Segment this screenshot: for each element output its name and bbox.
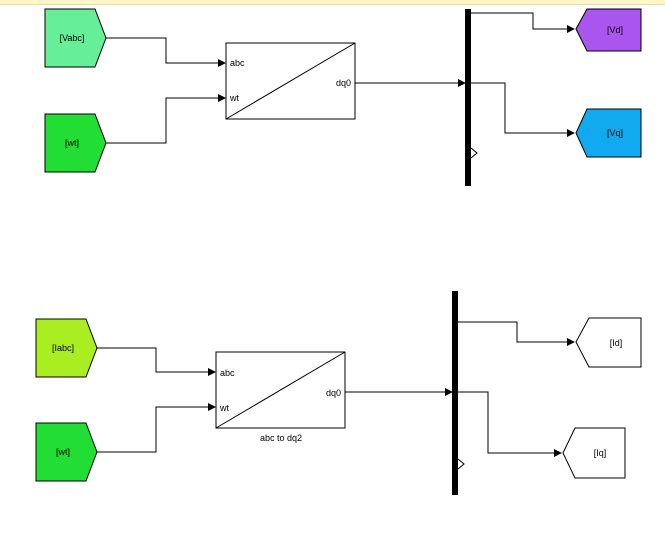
demux-top-chevron [470,147,478,159]
abc-to-dq0-block-bottom-diagonal [215,351,346,429]
goto-tag-iq[interactable]: [Iq] [562,427,626,479]
block-top-port-wt: wt [229,93,239,103]
goto-tag-vq-label: [Vq] [607,128,623,138]
from-tag-wt-top[interactable]: [wt] [44,113,107,173]
demux-bottom-chevron [457,458,465,470]
block-bottom-port-dq0: dq0 [326,388,341,398]
goto-tag-id[interactable]: [Id] [575,317,642,368]
wire-wt-to-block-bottom[interactable] [97,403,216,453]
goto-tag-vd[interactable]: [Vd] [575,8,642,52]
block-bottom-port-wt: wt [219,403,229,413]
from-tag-vabc-label: [Vabc] [60,33,85,43]
wire-demux-to-vq[interactable] [471,82,575,137]
goto-tag-iq-shape [562,427,626,479]
from-tag-vabc[interactable]: [Vabc] [44,8,107,68]
from-tag-iabc-shape [35,318,98,378]
goto-tag-vq-shape [575,108,642,158]
goto-tag-id-label: [Id] [610,338,623,348]
wire-iabc-to-abc[interactable] [97,347,216,376]
goto-tag-iq-label: [Iq] [594,448,607,458]
block-bottom-port-abc: abc [220,368,235,378]
goto-tag-vd-shape [575,8,642,52]
abc-to-dq0-block-top-diagonal [225,42,356,120]
block-top-port-dq0: dq0 [336,78,351,88]
block-bottom-name: abc to dq2 [260,433,302,443]
block-top-port-abc: abc [230,58,245,68]
goto-tag-vd-label: [Vd] [607,25,623,35]
wire-vabc-to-abc[interactable] [106,37,226,67]
abc-to-dq0-block-bottom[interactable]: abc wt dq0 abc to dq2 [215,351,346,443]
from-tag-wt-top-shape [44,113,107,173]
goto-tag-id-shape [575,317,642,368]
wire-demux-to-iq[interactable] [458,391,562,457]
from-tag-wt-bottom[interactable]: [wt] [35,422,98,482]
wire-demux-to-id[interactable] [458,321,575,346]
demux-bar-bottom[interactable] [452,291,458,495]
from-tag-vabc-shape [44,8,107,68]
toolbar-edge [0,0,665,5]
abc-to-dq0-block-top[interactable]: abc wt dq0 [225,42,356,120]
wire-wt-to-block-top[interactable] [106,94,226,144]
demux-bar-top[interactable] [465,9,471,186]
from-tag-iabc[interactable]: [Iabc] [35,318,98,378]
goto-tag-vq[interactable]: [Vq] [575,108,642,158]
from-tag-wt-bottom-shape [35,422,98,482]
from-tag-iabc-label: [Iabc] [52,343,74,353]
wire-demux-to-vd[interactable] [471,12,575,33]
from-tag-wt-top-label: [wt] [65,138,79,148]
from-tag-wt-bottom-label: [wt] [56,447,70,457]
